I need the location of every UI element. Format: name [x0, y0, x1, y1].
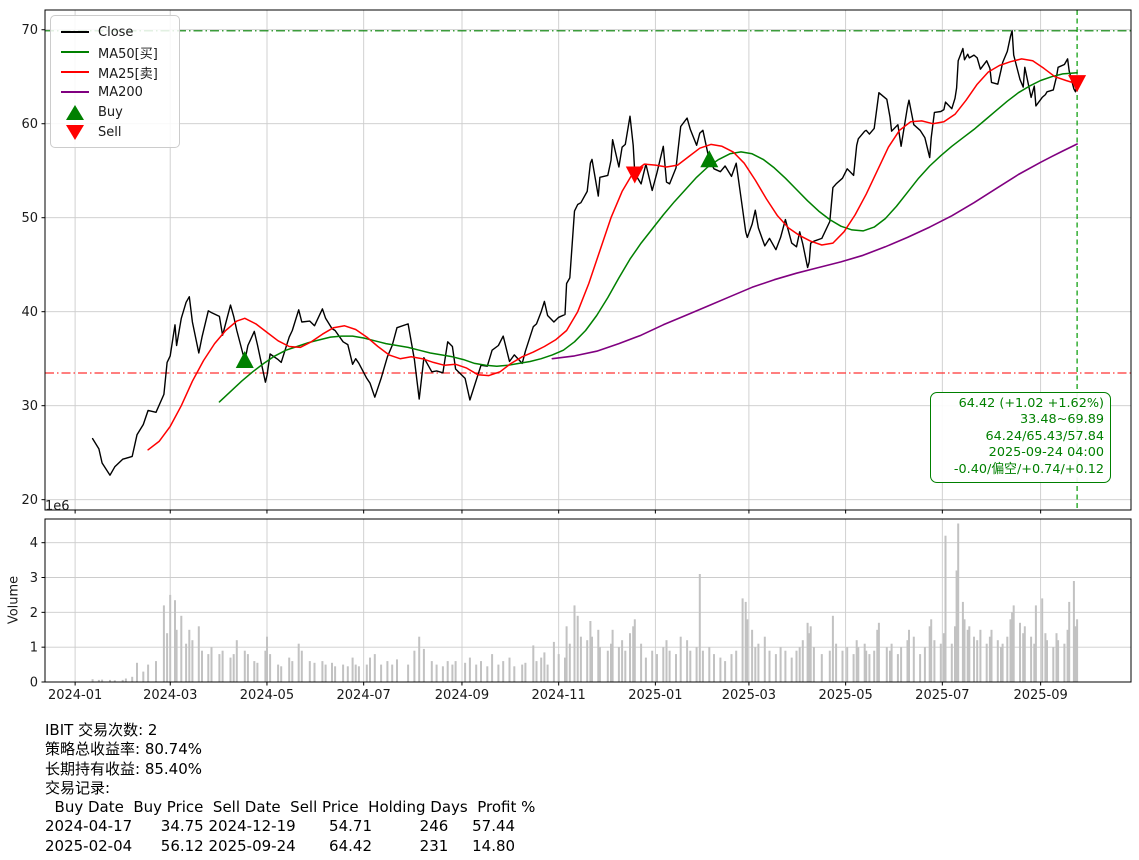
x-tick-label: 2024-05: [240, 688, 294, 703]
annotation-price-line: 64.42 (+1.02 +1.62%): [958, 396, 1104, 411]
volume-tick-label: 4: [30, 536, 38, 551]
legend-label: MA50[买]: [98, 46, 158, 62]
legend-label: Close: [98, 24, 134, 40]
ma25-line: [147, 58, 1078, 451]
volume-scale-offset-label: 1e6: [45, 499, 70, 514]
trade-log-title: 交易记录:: [45, 778, 111, 797]
price-tick-label: 20: [21, 493, 38, 508]
legend-item-ma25: MA25[卖]: [59, 62, 171, 82]
trade-markers: [235, 75, 1087, 369]
legend-label: Sell: [98, 124, 122, 140]
axes: 2024-01 2024-03 2024-05 2024-07 2024-09 2024-…: [21, 9, 1132, 703]
price-tick-label: 30: [21, 399, 38, 414]
legend-item-close: Close: [59, 22, 171, 42]
gridlines: [45, 10, 1131, 683]
last-quote-annotation: 64.42 (+1.02 +1.62%) 33.48~69.89 64.24/6…: [930, 392, 1111, 483]
x-tick-label: 2024-03: [143, 688, 197, 703]
x-tick-label: 2025-03: [722, 688, 776, 703]
strategy-return-line: 策略总收益率: 80.74%: [45, 740, 203, 759]
x-tick-label: 2024-07: [337, 688, 391, 703]
strategy-summary: IBIT 交易次数: 2 策略总收益率: 80.74% 长期持有收益: 85.4…: [45, 721, 535, 856]
volume-bars: [91, 523, 1079, 682]
x-tick-label: 2025-05: [818, 688, 872, 703]
annotation-signal-line: -0.40/偏空/+0.74/+0.12: [953, 461, 1104, 477]
annotation-range-line: 33.48~69.89: [1020, 412, 1104, 428]
volume-tick-label: 2: [30, 606, 38, 621]
price-tick-label: 50: [21, 211, 38, 226]
volume-tick-label: 1: [30, 641, 38, 656]
trade-count-line: IBIT 交易次数: 2: [45, 721, 158, 739]
ma25-line-swatch: [61, 70, 89, 74]
annotation-date-line: 2025-09-24 04:00: [988, 445, 1104, 461]
sell-marker: [625, 166, 644, 184]
legend-item-buy: Buy: [59, 102, 171, 122]
volume-axis-label: Volume: [6, 575, 22, 625]
sell-marker: [1068, 75, 1087, 93]
sell-marker-icon: [66, 124, 84, 140]
legend: Close MA50[买] MA25[卖] MA200 Buy Sell: [50, 15, 180, 148]
x-tick-label: 2024-11: [532, 688, 586, 703]
price-tick-label: 60: [21, 117, 38, 132]
buy-marker-icon: [66, 104, 84, 120]
x-tick-label: 2024-09: [435, 688, 489, 703]
x-tick-label: 2025-01: [628, 688, 682, 703]
close-line-swatch: [61, 30, 89, 34]
price-tick-label: 40: [21, 305, 38, 320]
price-tick-label: 70: [21, 23, 38, 38]
annotation-ma-line: 64.24/65.43/57.84: [985, 428, 1104, 444]
hold-return-line: 长期持有收益: 85.40%: [45, 759, 203, 778]
legend-label: Buy: [98, 104, 123, 120]
legend-label: MA25[卖]: [98, 66, 158, 82]
trade-table-row: 2025-02-04 56.12 2025-09-24 64.42 231 14…: [45, 836, 516, 855]
x-tick-label: 2025-07: [915, 688, 969, 703]
buy-marker: [235, 351, 254, 369]
legend-item-ma50: MA50[买]: [59, 42, 171, 62]
trade-table-header: Buy Date Buy Price Sell Date Sell Price …: [45, 798, 536, 817]
ma200-line: [551, 143, 1078, 360]
legend-label: MA200: [98, 84, 143, 100]
ma200-line-swatch: [61, 90, 89, 94]
ma50-line-swatch: [61, 50, 89, 54]
legend-item-ma200: MA200: [59, 82, 171, 102]
trade-table-row: 2024-04-17 34.75 2024-12-19 54.71 246 57…: [45, 817, 516, 836]
x-tick-label: 2025-09: [1013, 688, 1067, 703]
ma50-line: [218, 71, 1078, 403]
volume-tick-label: 0: [30, 676, 38, 691]
legend-item-sell: Sell: [59, 122, 171, 142]
volume-tick-label: 3: [30, 571, 38, 586]
buy-marker: [700, 150, 719, 168]
x-tick-label: 2024-01: [48, 688, 102, 703]
